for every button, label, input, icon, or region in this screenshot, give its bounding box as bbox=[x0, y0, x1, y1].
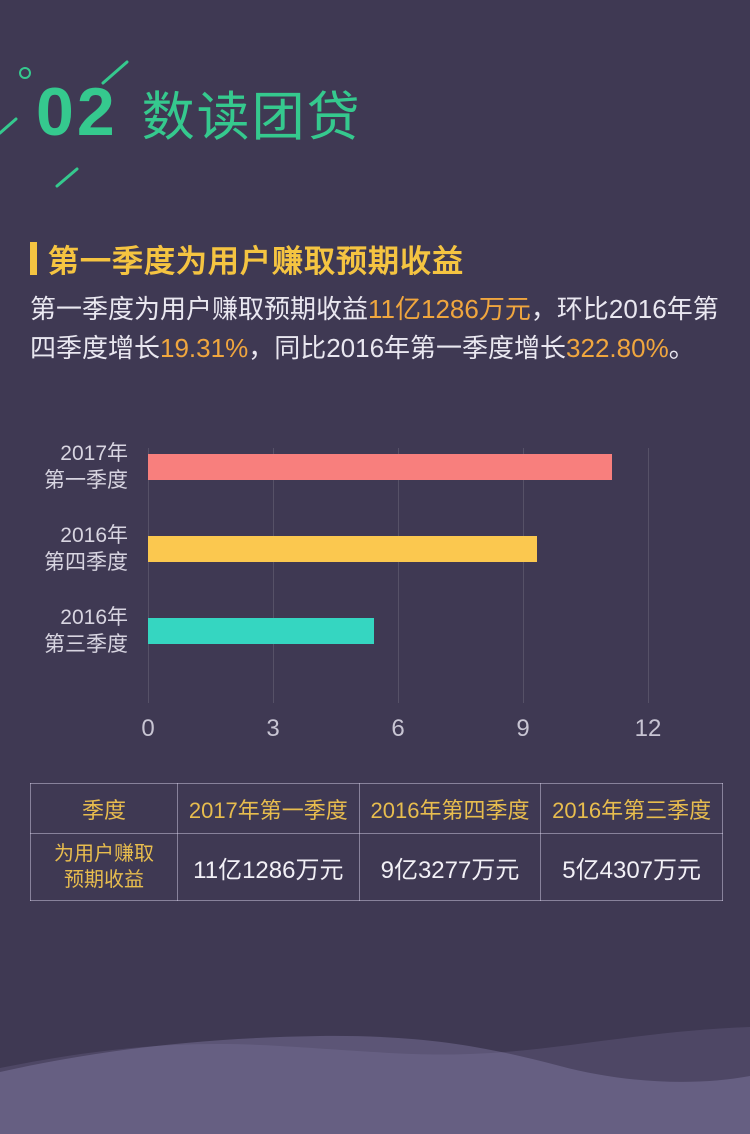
axis-tick-label: 12 bbox=[634, 715, 662, 742]
table-header-cell: 2017年第一季度 bbox=[177, 783, 360, 834]
bar-category-label-line: 2017年 bbox=[60, 442, 128, 465]
gridline bbox=[273, 448, 274, 703]
wave-back bbox=[0, 1027, 750, 1134]
page-header: 02 数读团贷 bbox=[36, 78, 362, 146]
table-row-label-cell: 为用户赚取 预期收益 bbox=[30, 833, 178, 901]
axis-tick-label: 9 bbox=[516, 715, 530, 742]
gridline bbox=[398, 448, 399, 703]
highlight-value: 19.31% bbox=[160, 333, 249, 363]
table-value-cell: 11亿1286万元 bbox=[177, 833, 360, 901]
lead-paragraph: 第一季度为用户赚取预期收益11亿1286万元，环比2016年第四季度增长19.3… bbox=[30, 290, 726, 368]
chart-bar bbox=[148, 618, 375, 644]
section-title: 第一季度为用户赚取预期收益 bbox=[48, 244, 464, 279]
bar-category-label: 2017年第一季度 bbox=[30, 440, 128, 494]
paragraph-text: 。 bbox=[668, 333, 695, 363]
gridline bbox=[148, 448, 149, 703]
data-table: 季度 2017年第一季度 2016年第四季度 2016年第三季度 为用户赚取 预期收益 1… bbox=[30, 783, 723, 901]
bar-category-label-line: 2016年 bbox=[60, 524, 128, 547]
chart-bar bbox=[148, 536, 537, 562]
table-head: 季度 2017年第一季度 2016年第四季度 2016年第三季度 bbox=[30, 783, 723, 834]
chart-bar bbox=[148, 454, 612, 480]
table-header-cell: 2016年第三季度 bbox=[540, 783, 723, 834]
chart-category-labels: 2017年 第一季度 2016年 第四季度 2016年 第三季度 bbox=[30, 442, 128, 703]
gridline bbox=[523, 448, 524, 703]
decor-diagonal-line-icon bbox=[55, 167, 79, 188]
table-row: 为用户赚取 预期收益 11亿1286万元 9亿3277万元 5亿4307万元 bbox=[30, 833, 723, 901]
highlight-value: 322.80% bbox=[566, 333, 669, 363]
table-value-cell: 9亿3277万元 bbox=[358, 833, 542, 901]
wave-decoration bbox=[0, 1027, 750, 1134]
bar-category-label-line: 第四季度 bbox=[44, 551, 128, 574]
bar-category-label-line: 第一季度 bbox=[44, 469, 128, 492]
paragraph-text: 第一季度为用户赚取预期收益 bbox=[30, 294, 369, 324]
axis-tick-label: 0 bbox=[141, 715, 155, 742]
page-title: 数读团贷 bbox=[141, 88, 362, 147]
chart-x-axis: 0 3 6 9 12 bbox=[141, 707, 661, 747]
paragraph-text: ，同比2016年第一季度增长 bbox=[248, 333, 567, 363]
table-body: 为用户赚取 预期收益 11亿1286万元 9亿3277万元 5亿4307万元 bbox=[30, 833, 723, 901]
accent-bar bbox=[30, 242, 37, 275]
table-header-cell: 2016年第四季度 bbox=[358, 783, 542, 834]
highlight-value: 11亿1286万元 bbox=[368, 294, 531, 324]
paragraph-text: ，环比2016年第四季度增长 bbox=[30, 294, 719, 363]
axis-tick-label: 6 bbox=[391, 715, 405, 742]
table-header-cell: 季度 bbox=[30, 783, 178, 834]
axis-tick-label: 3 bbox=[266, 715, 280, 742]
section-header: 第一季度为用户赚取预期收益 bbox=[30, 236, 464, 281]
gridline bbox=[648, 448, 649, 703]
wave-front bbox=[0, 1035, 750, 1134]
table-value-cell: 5亿4307万元 bbox=[540, 833, 723, 901]
bar-category-label: 2016年第四季度 bbox=[30, 522, 128, 576]
table-header-row: 季度 2017年第一季度 2016年第四季度 2016年第三季度 bbox=[30, 783, 723, 834]
bar-category-label: 2016年第三季度 bbox=[30, 604, 128, 658]
bar-category-label-line: 第三季度 bbox=[44, 633, 128, 656]
section-number: 02 bbox=[36, 74, 118, 150]
chart-plot-area bbox=[148, 445, 649, 703]
bar-category-label-line: 2016年 bbox=[60, 606, 128, 629]
decor-diagonal-line-icon bbox=[0, 117, 18, 135]
decor-circle-icon bbox=[19, 67, 31, 79]
